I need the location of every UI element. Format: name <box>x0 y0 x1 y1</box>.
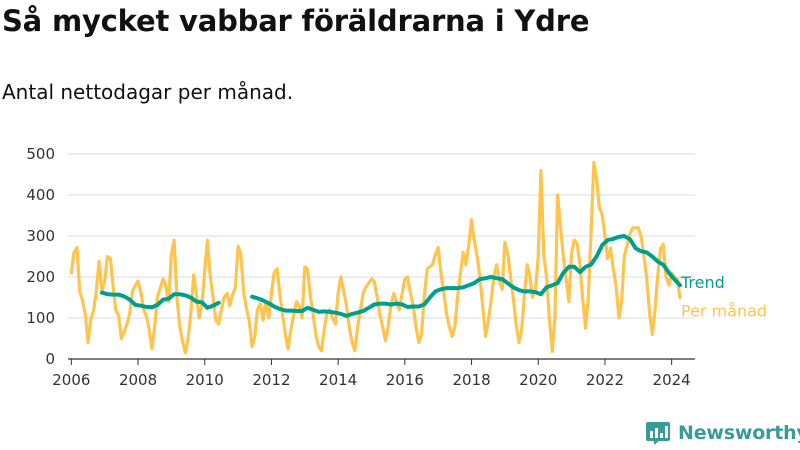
series-label-trend: Trend <box>680 273 725 292</box>
y-tick-label: 300 <box>26 227 55 245</box>
brand-name: Newsworthy <box>678 422 800 444</box>
x-tick-label: 2016 <box>386 371 424 389</box>
y-tick-label: 100 <box>26 309 55 327</box>
newsworthy-logo: Newsworthy <box>645 420 800 446</box>
series-line-trend <box>100 234 682 318</box>
chart-subtitle: Antal nettodagar per månad. <box>2 80 294 104</box>
y-tick-label: 400 <box>26 186 55 204</box>
x-tick-label: 2012 <box>252 371 290 389</box>
x-tick-label: 2006 <box>52 371 90 389</box>
y-tick-label: 500 <box>26 145 55 163</box>
x-tick-label: 2024 <box>653 371 691 389</box>
y-tick-label: 0 <box>45 350 55 368</box>
chart-title: Så mycket vabbar föräldrarna i Ydre <box>2 4 590 38</box>
series-line-monthly <box>69 160 682 355</box>
y-tick-label: 200 <box>26 268 55 286</box>
series-label-monthly: Per månad <box>681 302 767 321</box>
x-tick-label: 2020 <box>519 371 557 389</box>
x-tick-label: 2014 <box>319 371 357 389</box>
x-tick-label: 2010 <box>186 371 224 389</box>
x-tick-label: 2018 <box>452 371 490 389</box>
newsworthy-logo-icon <box>646 422 670 445</box>
x-tick-label: 2022 <box>586 371 624 389</box>
x-tick-label: 2008 <box>119 371 157 389</box>
